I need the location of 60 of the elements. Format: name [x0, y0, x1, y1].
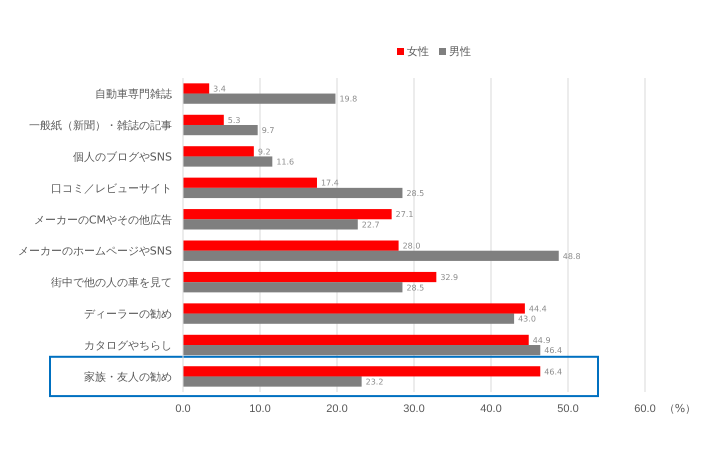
x-tick-label: 40.0: [480, 402, 502, 415]
legend-label: 女性: [407, 45, 429, 58]
bar: [183, 314, 514, 324]
bar: [183, 282, 402, 292]
x-tick-label: 30.0: [403, 402, 425, 415]
data-label: 19.8: [339, 94, 358, 104]
bar: [183, 345, 540, 356]
y-tick-label: 自動車専門雑誌: [95, 88, 172, 101]
data-label: 27.1: [396, 210, 414, 220]
bar: [183, 146, 254, 156]
y-tick-label: メーカーのホームページやSNS: [18, 244, 172, 258]
data-label: 43.0: [518, 314, 536, 324]
bar: [183, 178, 317, 188]
bar: [183, 272, 436, 282]
data-label: 22.7: [362, 220, 380, 230]
data-label: 32.9: [440, 273, 458, 282]
bar: [183, 240, 399, 251]
data-label: 9.7: [262, 126, 274, 136]
data-label: 46.4: [544, 346, 562, 356]
y-tick-label: 一般紙（新聞）・雑誌の記事: [29, 118, 172, 132]
bar: [183, 303, 525, 314]
data-label: 28.5: [406, 188, 424, 198]
data-label: 44.9: [532, 336, 551, 345]
y-tick-label: 個人のブログやSNS: [72, 150, 172, 164]
data-label: 28.0: [402, 242, 420, 251]
x-tick-label: 60.0: [634, 402, 656, 415]
data-label: 23.2: [366, 378, 384, 387]
bar: [183, 209, 392, 220]
y-tick-label: カタログやちらし: [84, 339, 172, 352]
legend-label: 男性: [449, 45, 471, 58]
y-tick-label: ディーラーの勧め: [84, 308, 172, 321]
x-tick-label: 50.0: [557, 402, 579, 415]
y-tick-label: 街中で他の人の車を見て: [51, 276, 172, 290]
data-label: 5.3: [228, 116, 241, 125]
y-tick-label: メーカーのCMやその他広告: [34, 213, 172, 226]
data-label: 17.4: [320, 178, 339, 188]
y-tick-label: 口コミ／レビューサイト: [51, 182, 172, 195]
data-label: 9.2: [258, 147, 271, 156]
y-tick-label: 家族・友人の勧め: [84, 370, 172, 384]
bar: [183, 83, 210, 94]
x-tick-label: 20.0: [326, 402, 348, 415]
bar: [183, 156, 272, 167]
data-label: 46.4: [544, 367, 562, 376]
x-tick-label: 10.0: [249, 402, 271, 415]
bar: [183, 334, 529, 346]
data-label: 28.5: [406, 283, 424, 292]
bar: [183, 94, 336, 104]
data-label: 48.8: [562, 252, 581, 261]
data-label: 11.6: [276, 158, 294, 167]
bar: [183, 188, 402, 198]
x-axis-title: （%）: [664, 402, 696, 415]
bar: [183, 366, 540, 376]
bar: [183, 124, 258, 136]
data-label: 3.4: [213, 84, 226, 94]
bar: [183, 114, 224, 125]
x-tick-label: 0.0: [175, 402, 191, 415]
bar: [183, 219, 358, 230]
bar: [183, 250, 559, 261]
data-label: 44.4: [528, 304, 547, 314]
bar: [183, 376, 362, 387]
